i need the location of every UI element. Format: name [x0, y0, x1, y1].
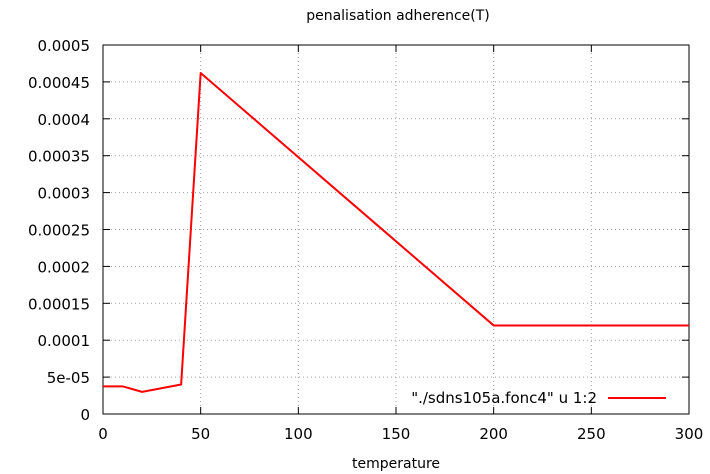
- y-tick-label: 0.0003: [38, 185, 91, 203]
- y-tick-label: 0.0005: [38, 37, 91, 55]
- y-tick-label: 5e-05: [47, 369, 90, 387]
- x-tick-label: 250: [577, 425, 606, 443]
- y-tick-label: 0.00015: [28, 295, 90, 313]
- axis-ticks: 0 5e-05 0.0001 0.00015 0.0002 0.00025 0.0003 0.…: [28, 37, 703, 443]
- y-tick-label: 0.0004: [38, 111, 91, 129]
- y-tick-label: 0.00045: [28, 74, 90, 92]
- x-tick-label: 100: [284, 425, 313, 443]
- x-tick-label: 0: [98, 425, 108, 443]
- grid-lines: [103, 45, 689, 414]
- x-axis-label: temperature: [352, 456, 440, 472]
- y-tick-label: 0: [80, 406, 90, 424]
- legend-label: "./sdns105a.fonc4" u 1:2: [411, 389, 597, 407]
- legend: "./sdns105a.fonc4" u 1:2: [411, 389, 666, 407]
- series-layer: [103, 72, 689, 393]
- y-tick-label: 0.00025: [28, 222, 90, 240]
- y-tick-label: 0.0002: [38, 258, 91, 276]
- y-tick-label: 0.0001: [38, 332, 91, 350]
- series-line: [103, 72, 689, 393]
- x-tick-label: 300: [675, 425, 704, 443]
- chart-title: penalisation adherence(T): [306, 8, 490, 24]
- x-tick-label: 200: [479, 425, 508, 443]
- x-tick-label: 150: [382, 425, 411, 443]
- x-tick-label: 50: [191, 425, 210, 443]
- y-tick-label: 0.00035: [28, 148, 90, 166]
